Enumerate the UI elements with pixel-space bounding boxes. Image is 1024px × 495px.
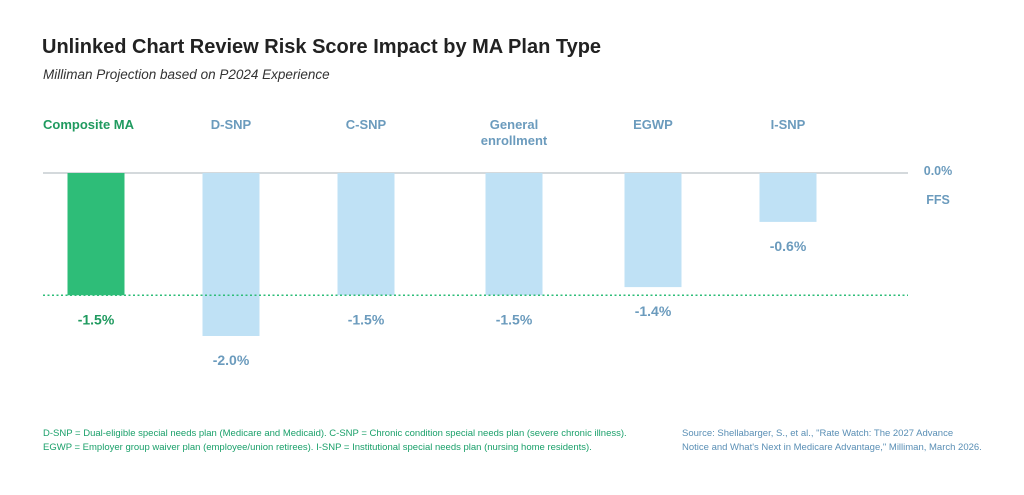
value-label-general-enrollment: -1.5% (496, 311, 533, 327)
category-label-c-snp: C-SNP (346, 117, 387, 132)
chart-title: Unlinked Chart Review Risk Score Impact … (42, 36, 602, 58)
category-label-general-enrollment: General enrollment (481, 117, 548, 148)
value-label-c-snp: -1.5% (348, 311, 385, 327)
source-citation: Source: Shellabarger, S., et al., "Rate … (682, 428, 982, 453)
value-label-d-snp: -2.0% (213, 352, 250, 368)
bar-i-snp (759, 173, 817, 222)
category-label-egwp: EGWP (633, 117, 673, 132)
value-label-i-snp: -0.6% (770, 238, 807, 254)
definitions-footnote: D-SNP = Dual-eligible special needs plan… (43, 428, 627, 453)
bar-d-snp (202, 173, 260, 336)
bar-c-snp (337, 173, 395, 296)
value-label-egwp: -1.4% (635, 303, 672, 319)
bar-chart: Composite MA D-SNP C-SNP General enrollment E… (43, 117, 953, 368)
baseline-value-label: 0.0% (924, 164, 953, 178)
bar-general-enrollment (485, 173, 543, 296)
baseline-ffs-label: FFS (926, 193, 950, 207)
chart-subtitle: Milliman Projection based on P2024 Exper… (43, 67, 330, 82)
category-label-composite-ma: Composite MA (43, 117, 135, 132)
category-label-d-snp: D-SNP (211, 117, 252, 132)
bar-egwp (624, 173, 682, 288)
category-label-i-snp: I-SNP (771, 117, 806, 132)
value-label-composite-ma: -1.5% (78, 311, 115, 327)
bar-composite-ma (67, 173, 125, 296)
